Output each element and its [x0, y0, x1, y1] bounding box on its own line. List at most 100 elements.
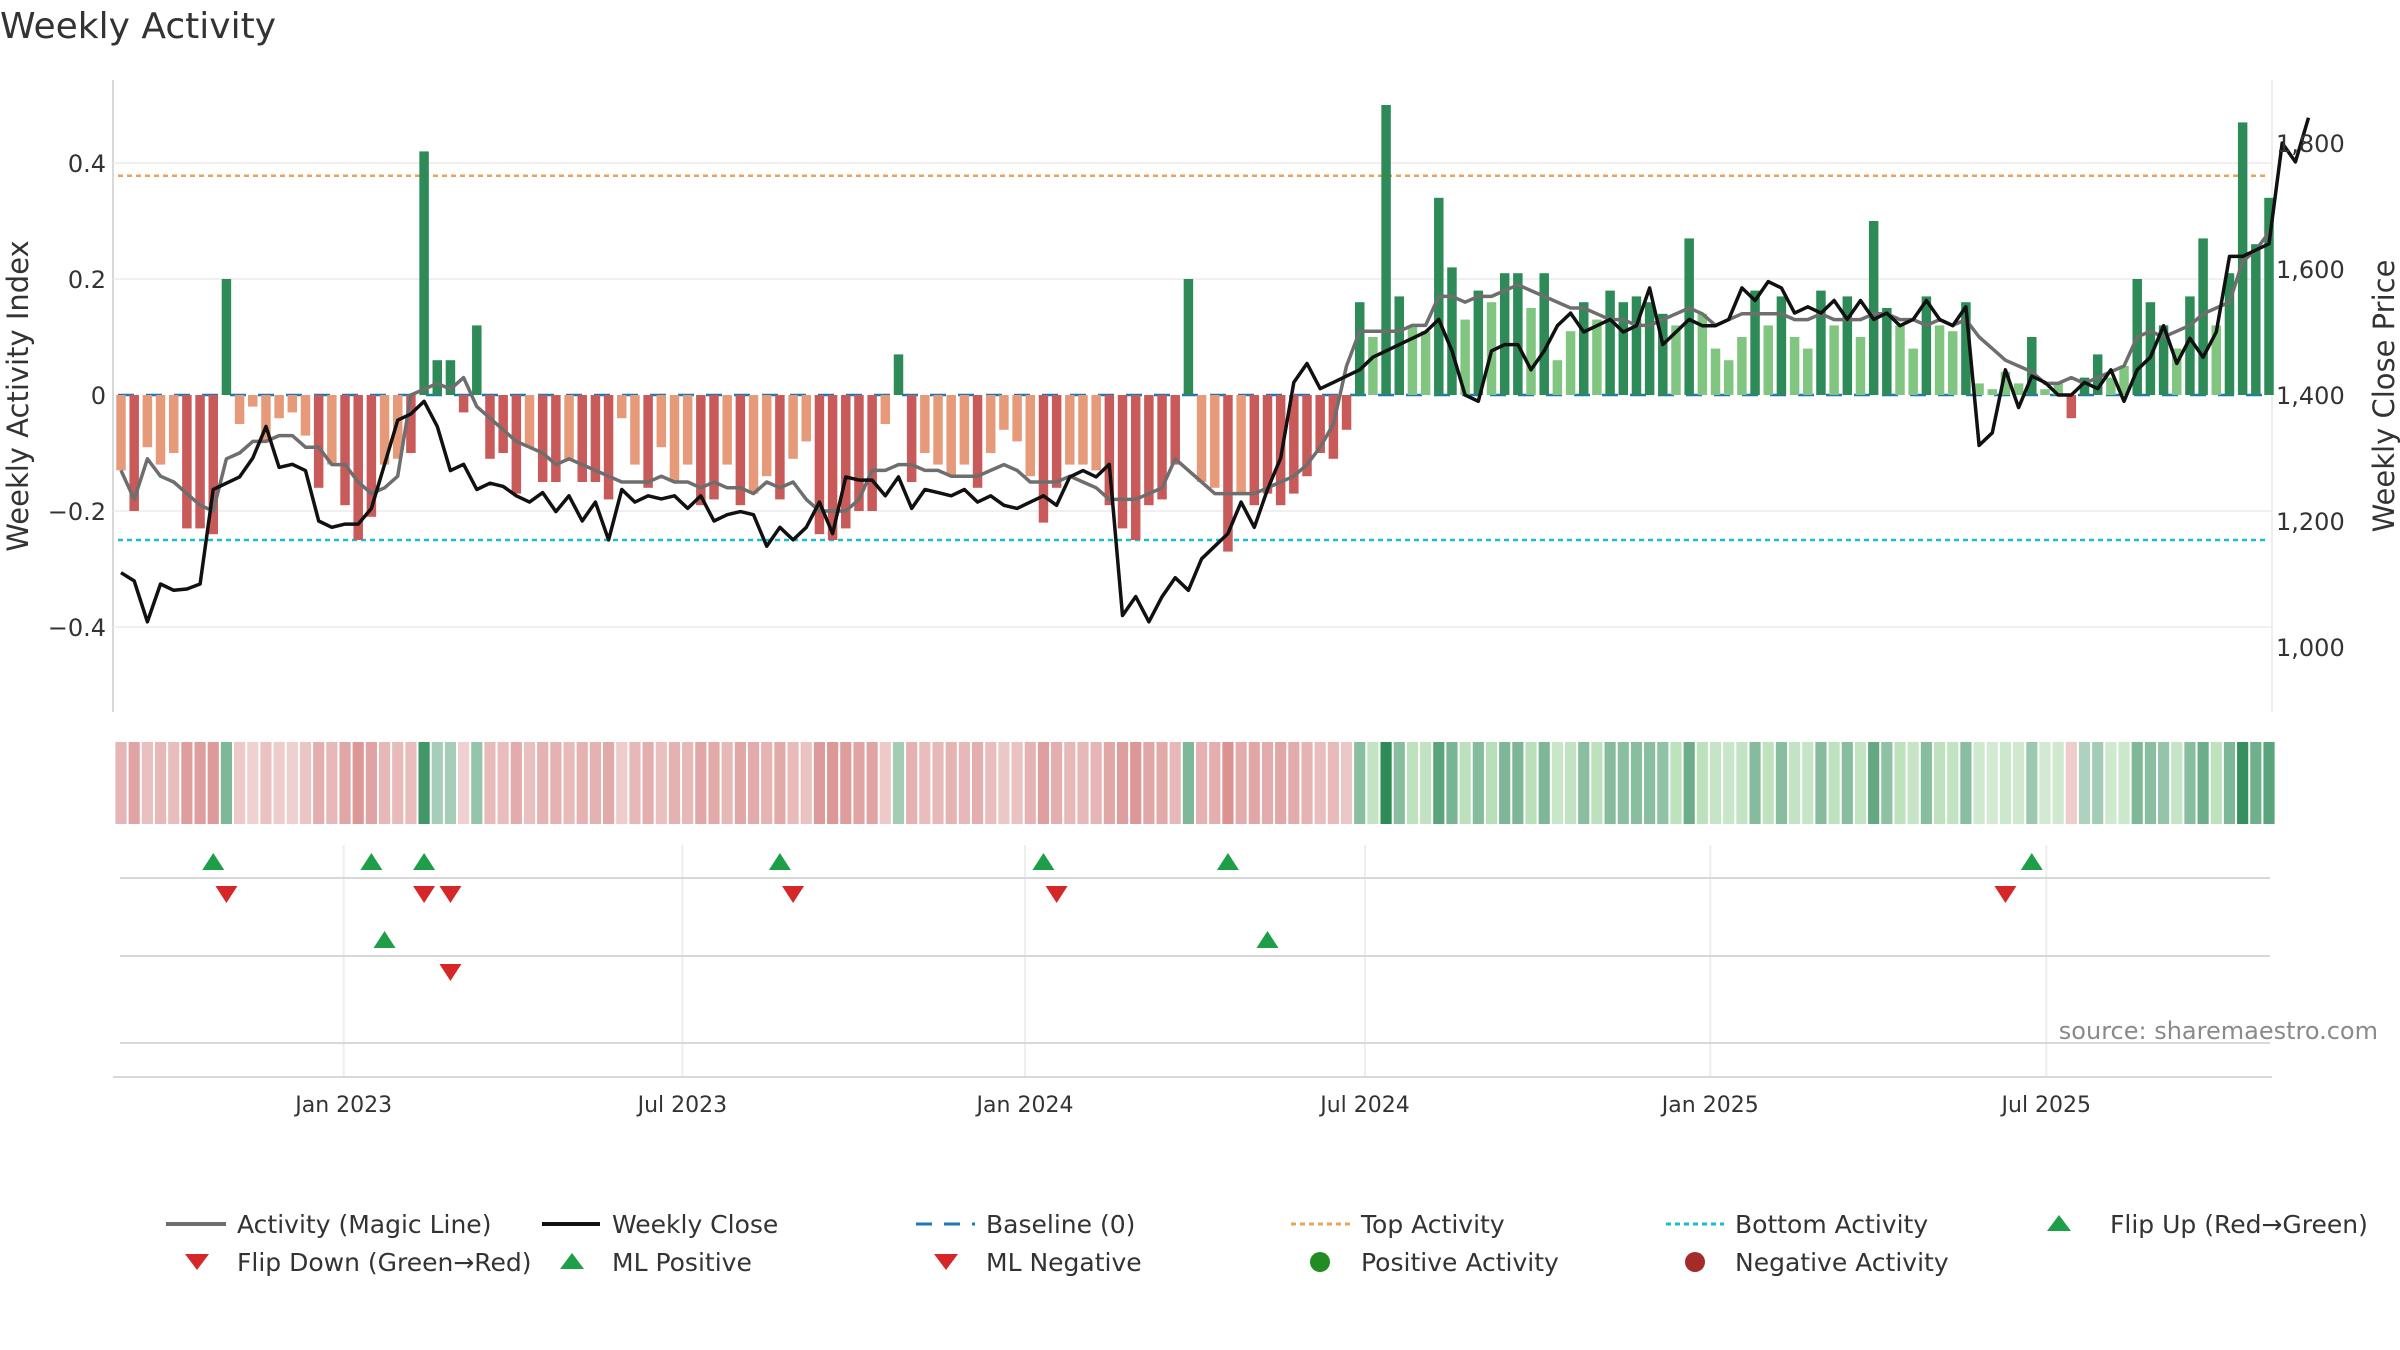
activity-bar	[1262, 395, 1273, 494]
legend-item-ml-positive: ML Positive	[560, 1248, 752, 1277]
right-tick-label: 1,800	[2276, 130, 2345, 158]
activity-bar	[946, 395, 956, 477]
legend-item-flip-down: Flip Down (Green→Red)	[185, 1248, 532, 1277]
negative-dot-icon	[1685, 1252, 1705, 1272]
heat-cell	[484, 742, 496, 824]
heat-cell	[1512, 742, 1524, 824]
activity-bar	[1987, 389, 1998, 395]
activity-bar	[1460, 319, 1470, 395]
activity-bar	[392, 395, 403, 459]
heat-cell	[682, 742, 694, 824]
heat-cell	[1604, 742, 1616, 824]
x-tick-label: Jan 2023	[293, 1093, 392, 1118]
heat-cell	[853, 742, 865, 824]
activity-bar	[682, 395, 693, 465]
flip-down-legend-icon	[185, 1254, 209, 1270]
heat-cell	[1037, 742, 1050, 824]
heat-cell	[1723, 742, 1735, 824]
x-tick-label: Jul 2025	[2000, 1093, 2092, 1118]
heat-cell	[1670, 742, 1682, 824]
activity-bar	[234, 395, 245, 424]
activity-bar	[287, 395, 298, 413]
heat-cell	[1960, 742, 1972, 824]
activity-bar	[1341, 395, 1352, 430]
heat-cell	[510, 742, 522, 824]
flip-up-marker	[360, 853, 383, 870]
activity-bar	[1908, 348, 1918, 395]
heat-cell	[866, 742, 878, 824]
activity-bar	[696, 395, 706, 506]
flip-up-marker	[768, 853, 791, 870]
activity-bar	[353, 395, 363, 540]
activity-bar	[1289, 395, 1299, 494]
heat-cell	[1525, 742, 1537, 824]
activity-bar	[1447, 267, 1457, 395]
heat-cell	[2157, 742, 2170, 824]
heat-cell	[2171, 742, 2183, 824]
heat-cell	[497, 742, 509, 824]
heat-cell	[1077, 742, 1089, 824]
heat-cell	[1538, 742, 1550, 824]
heat-cell	[392, 742, 404, 824]
activity-bar	[2013, 383, 2024, 395]
heat-cell	[1024, 742, 1036, 824]
heat-cell	[563, 742, 575, 824]
heat-cell	[1275, 742, 1287, 824]
heat-cell	[734, 742, 746, 824]
heat-cell	[1393, 742, 1405, 824]
activity-bar	[748, 395, 759, 494]
heat-cell	[1709, 742, 1722, 824]
heat-cell	[906, 742, 918, 824]
activity-heat-strip	[115, 742, 2275, 824]
heat-cell	[1327, 742, 1339, 824]
activity-bar	[1961, 302, 1971, 395]
activity-bar	[1513, 273, 1523, 395]
activity-bar	[1183, 279, 1194, 395]
heat-cell	[2052, 742, 2064, 824]
activity-bar	[1592, 319, 1602, 395]
heat-cell	[1920, 742, 1932, 824]
legend-label: ML Positive	[612, 1248, 752, 1277]
heat-cell	[1749, 742, 1761, 824]
legend-item-ml-negative: ML Negative	[934, 1248, 1142, 1277]
heat-cell	[774, 742, 786, 824]
activity-bar	[1539, 273, 1549, 395]
activity-bar	[577, 395, 587, 482]
activity-bar	[1236, 395, 1246, 494]
heat-cell	[827, 742, 839, 824]
marker-panel-vertical-gridlines	[342, 845, 2048, 1077]
chart-title: Weekly Activity	[0, 6, 276, 47]
heat-cell	[1617, 742, 1629, 824]
heat-cell	[1143, 742, 1155, 824]
heat-cell	[2210, 742, 2222, 824]
heat-cell	[1499, 742, 1511, 824]
heat-cell	[444, 742, 457, 824]
activity-bar	[1618, 302, 1629, 395]
activity-bar	[999, 395, 1009, 430]
heat-cell	[194, 742, 206, 824]
activity-bar	[1091, 395, 1101, 471]
flip-down-marker	[439, 886, 462, 903]
heat-cell	[1288, 742, 1300, 824]
activity-bar	[1829, 325, 1839, 395]
activity-bar	[1579, 302, 1589, 395]
heat-cell	[2039, 742, 2051, 824]
heat-cell	[1169, 742, 1181, 824]
legend-item-baseline: Baseline (0)	[916, 1210, 1135, 1239]
activity-bar	[485, 395, 495, 459]
heat-cell	[1789, 742, 1801, 824]
flip-up-marker	[202, 853, 225, 870]
heat-cell	[1933, 742, 1946, 824]
heat-cell	[471, 742, 483, 824]
heat-cell	[1907, 742, 1919, 824]
heat-cell	[708, 742, 720, 824]
activity-bar	[1065, 395, 1075, 465]
heat-cell	[655, 742, 667, 824]
activity-bar	[327, 395, 337, 465]
heat-cell	[1644, 742, 1656, 824]
activity-bar	[2066, 395, 2077, 419]
activity-bar	[722, 395, 732, 465]
heat-cell	[458, 742, 470, 824]
legend-item-magic-line: Activity (Magic Line)	[166, 1210, 491, 1239]
activity-bar	[1644, 302, 1655, 395]
